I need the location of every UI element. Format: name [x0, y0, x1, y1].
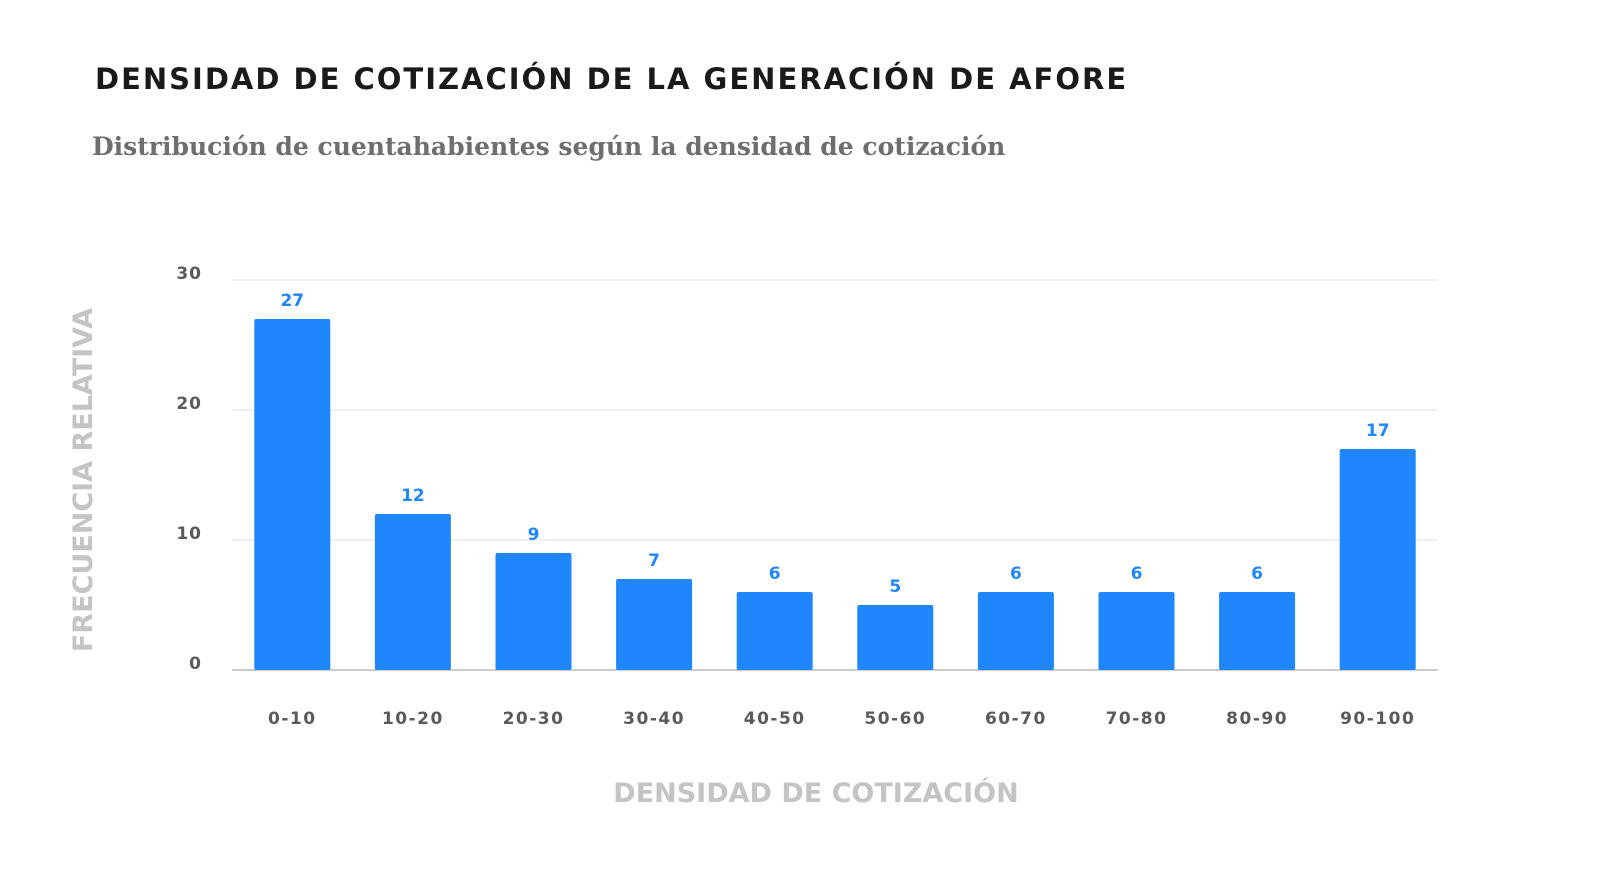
x-tick-label: 70-80 [1106, 709, 1168, 729]
x-tick-label: 30-40 [623, 709, 685, 729]
bar-70-80 [1098, 592, 1175, 670]
data-label: 9 [528, 525, 540, 545]
data-label: 7 [648, 551, 660, 571]
y-axis-title: FRECUENCIA RELATIVA [68, 308, 99, 652]
chart-title: DENSIDAD DE COTIZACIÓN DE LA GENERACIÓN … [95, 62, 1129, 96]
data-label: 12 [401, 486, 425, 506]
y-tick-label: 0 [189, 654, 202, 674]
x-axis-ticks: 0-10 10-20 20-30 30-40 40-50 50-60 60-70 70-80 8… [268, 709, 1415, 729]
data-label: 6 [1251, 564, 1263, 584]
bar-90-100 [1339, 449, 1416, 670]
bar-40-50 [736, 592, 813, 670]
bars [254, 319, 1416, 670]
bar-50-60 [857, 605, 934, 670]
x-tick-label: 90-100 [1340, 709, 1415, 729]
x-tick-label: 10-20 [382, 709, 444, 729]
data-label: 5 [889, 577, 901, 597]
y-tick-label: 10 [176, 524, 202, 544]
y-axis-ticks: 0 10 20 30 [176, 264, 202, 674]
data-label: 6 [1010, 564, 1022, 584]
bar-80-90 [1219, 592, 1296, 670]
y-tick-label: 20 [176, 394, 202, 414]
x-tick-label: 50-60 [864, 709, 926, 729]
bar-20-30 [495, 553, 572, 670]
x-tick-label: 40-50 [744, 709, 806, 729]
data-labels: 27 12 9 7 6 5 6 6 6 17 [280, 291, 1389, 597]
data-label: 6 [769, 564, 781, 584]
bar-0-10 [254, 319, 331, 670]
bar-10-20 [374, 514, 451, 670]
data-label: 17 [1366, 421, 1390, 441]
y-tick-label: 30 [176, 264, 202, 284]
bar-30-40 [616, 579, 693, 670]
x-tick-label: 60-70 [985, 709, 1047, 729]
x-tick-label: 0-10 [268, 709, 317, 729]
bar-60-70 [977, 592, 1054, 670]
x-tick-label: 20-30 [503, 709, 565, 729]
data-label: 6 [1131, 564, 1143, 584]
x-axis-title: DENSIDAD DE COTIZACIÓN [613, 777, 1018, 809]
data-label: 27 [280, 291, 304, 311]
x-tick-label: 80-90 [1226, 709, 1288, 729]
chart-subtitle: Distribución de cuentahabientes según la… [92, 132, 1006, 161]
